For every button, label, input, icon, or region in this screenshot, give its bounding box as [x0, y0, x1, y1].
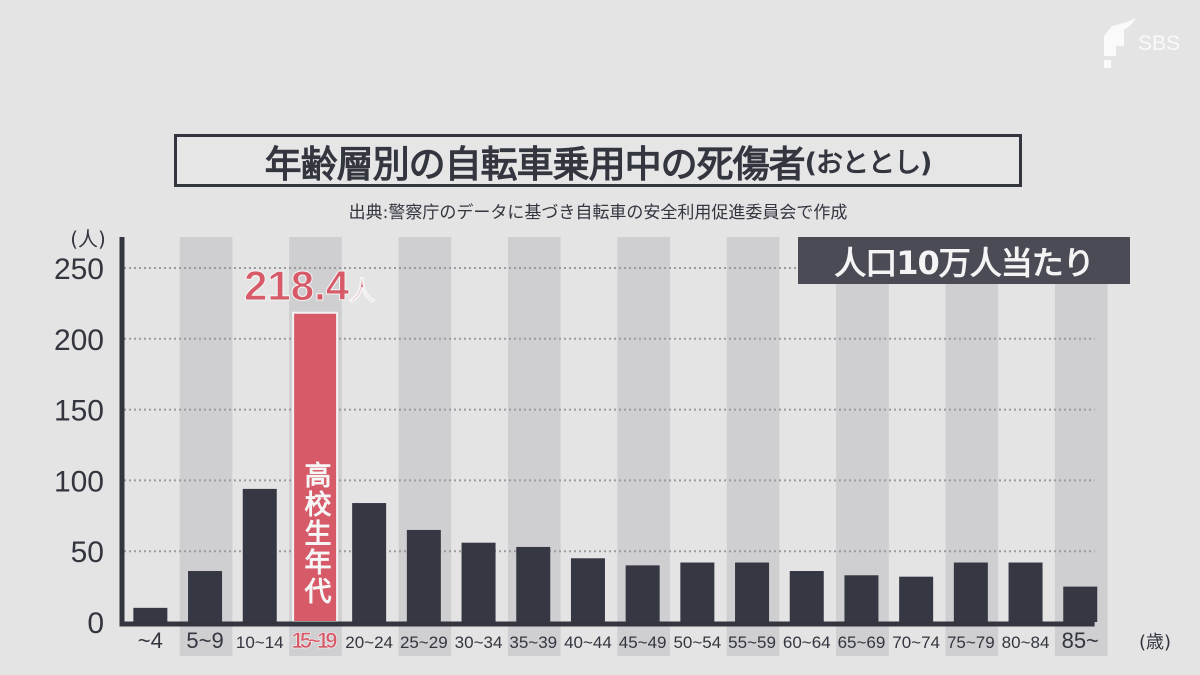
x-tick-label: 85~	[1062, 628, 1099, 653]
x-tick-label: 25~29	[400, 633, 448, 652]
x-tick-label: 20~24	[345, 633, 393, 652]
axis-line	[119, 237, 1095, 627]
x-tick-label: 55~59	[728, 633, 776, 652]
y-tick-labels: 0 50 100 150 200 250	[54, 253, 104, 640]
y-tick-label: 200	[54, 324, 104, 357]
gridlines	[124, 267, 1095, 553]
highlight-value-callout: 218.4人	[243, 262, 376, 310]
x-tick-label: 35~39	[509, 633, 557, 652]
logo-icon	[1104, 18, 1136, 68]
bar	[461, 542, 496, 622]
x-tick-label: 45~49	[619, 633, 667, 652]
highschool-age-label: 高 校 生 年 代	[297, 462, 339, 607]
bar	[899, 576, 934, 622]
x-tick-label: 15~19	[291, 628, 337, 653]
y-tick-label: 250	[54, 253, 104, 286]
x-tick-label: 5~9	[186, 628, 223, 653]
x-tick-label: 65~69	[838, 633, 886, 652]
bar	[188, 571, 223, 622]
x-tick-label: 30~34	[455, 633, 503, 652]
x-axis-unit: (歳)	[1139, 632, 1171, 653]
highlight-value: 218.4	[243, 262, 350, 310]
bar	[406, 529, 441, 622]
x-tick-label: 10~14	[236, 633, 284, 652]
x-tick-label: 40~44	[564, 633, 612, 652]
bar	[242, 488, 277, 622]
chart-title-sub: (おととし)	[804, 148, 933, 179]
bar	[133, 607, 168, 622]
highlight-unit: 人	[349, 277, 376, 308]
y-tick-label: 150	[54, 395, 104, 428]
bar	[844, 575, 879, 622]
x-tick-label: ~4	[138, 628, 163, 653]
highschool-age-char: 年	[304, 548, 332, 579]
bar	[953, 562, 988, 622]
title-box: 年齢層別の自転車乗用中の死傷者 (おととし)	[174, 134, 1022, 187]
bar	[516, 546, 551, 622]
highschool-age-char: 代	[304, 577, 332, 608]
bar	[789, 571, 824, 622]
highschool-age-char: 校	[304, 490, 332, 521]
bar	[570, 558, 605, 622]
y-tick-label: 0	[87, 607, 104, 640]
highlight-bar	[292, 311, 339, 623]
y-axis-unit: (人)	[70, 227, 106, 251]
source-note: 出典:警察庁のデータに基づき自転車の安全利用促進委員会で作成	[348, 203, 848, 223]
x-tick-label: 80~84	[1002, 633, 1050, 652]
highschool-age-char: 生	[304, 519, 332, 550]
per-capita-badge: 人口10万人当たり	[798, 237, 1130, 284]
logo-text: SBS	[1138, 32, 1181, 55]
chart-title: 年齢層別の自転車乗用中の死傷者	[264, 142, 806, 186]
column-band	[1054, 237, 1108, 656]
bar	[625, 565, 660, 622]
bar	[1008, 562, 1043, 622]
bar	[735, 562, 770, 622]
x-tick-label: 60~64	[783, 633, 831, 652]
x-tick-label: 70~74	[892, 633, 940, 652]
y-tick-label: 50	[71, 536, 104, 569]
y-tick-label: 100	[54, 465, 104, 498]
x-tick-label: 75~79	[947, 633, 995, 652]
axes	[119, 237, 1095, 627]
bar	[1063, 586, 1098, 622]
bar	[680, 562, 715, 622]
bars	[133, 311, 1098, 623]
x-tick-labels: ~4 5~9 10~14 15~19 20~24 25~29 30~34 35~39 40~44…	[138, 628, 1099, 654]
bar	[352, 503, 387, 622]
highschool-age-char: 高	[304, 461, 332, 492]
x-tick-label: 50~54	[673, 633, 721, 652]
